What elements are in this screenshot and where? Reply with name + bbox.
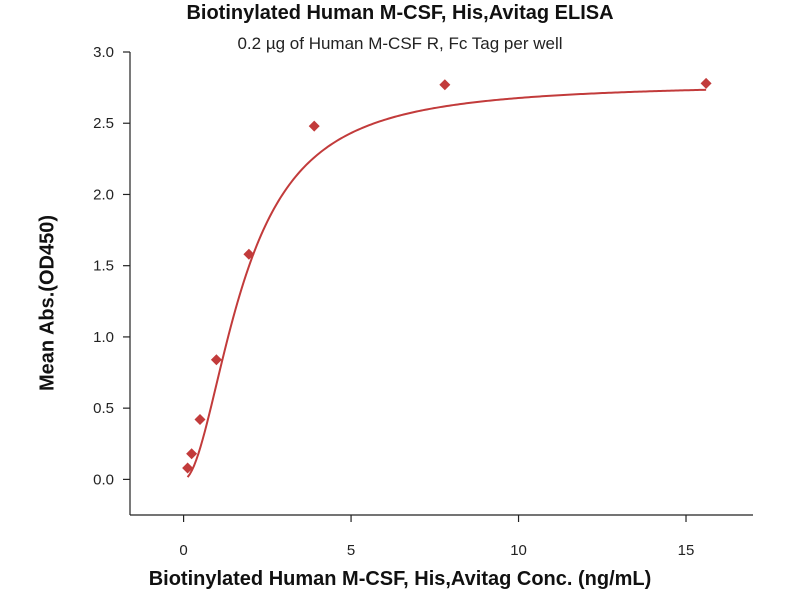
y-tick-label: 3.0 <box>93 44 114 61</box>
x-tick-label: 0 <box>179 542 187 559</box>
data-point <box>439 79 451 91</box>
data-point <box>243 248 255 260</box>
data-point <box>308 120 320 132</box>
x-tick-label: 15 <box>678 542 695 559</box>
y-tick-label: 1.0 <box>93 329 114 346</box>
x-tick-label: 5 <box>347 542 355 559</box>
y-tick-label: 0.0 <box>93 471 114 488</box>
y-tick-label: 2.5 <box>93 115 114 132</box>
y-tick-label: 2.0 <box>93 186 114 203</box>
data-point <box>186 448 198 460</box>
axes <box>129 52 753 516</box>
fit-curve <box>186 88 707 478</box>
data-point <box>210 354 222 366</box>
data-points-layer <box>182 77 712 474</box>
data-point <box>194 414 206 426</box>
axis-ticks: 0.0 0.5 1.0 1.5 2.0 2.5 3.0 0 5 10 15 <box>93 44 694 559</box>
y-tick-label: 1.5 <box>93 258 114 275</box>
fit-curve-layer <box>186 88 707 478</box>
data-point <box>700 77 712 89</box>
chart-title: Biotinylated Human M-CSF, His,Avitag ELI… <box>186 2 614 24</box>
chart-subtitle: 0.2 µg of Human M-CSF R, Fc Tag per well <box>237 34 563 53</box>
y-axis-title: Mean Abs.(OD450) <box>36 215 59 391</box>
x-axis-title: Biotinylated Human M-CSF, His,Avitag Con… <box>148 568 652 590</box>
data-point <box>182 462 194 474</box>
y-tick-label: 0.5 <box>93 400 114 417</box>
x-tick-label: 10 <box>510 542 527 559</box>
